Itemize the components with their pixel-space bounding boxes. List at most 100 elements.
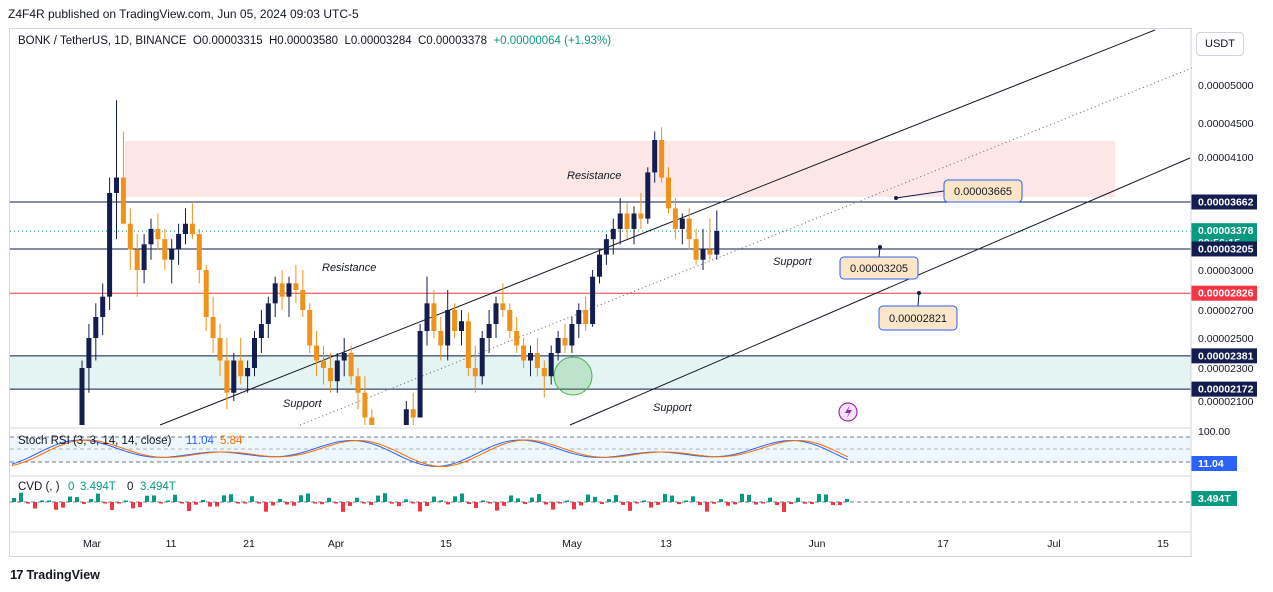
candle-body	[631, 213, 637, 229]
tradingview-brand[interactable]: 17 TradingView	[10, 567, 100, 582]
cvd-bar	[824, 494, 828, 502]
cvd-bar	[649, 502, 653, 508]
cvd-bar	[327, 497, 331, 502]
support-zone	[10, 355, 1191, 389]
callout-anchor-1	[878, 245, 882, 249]
cvd-label: CVD (, )	[18, 481, 60, 493]
candle-body	[245, 368, 251, 377]
callout-anchor-2	[917, 291, 921, 295]
cvd-bar	[145, 495, 149, 502]
cvd-bar	[271, 502, 275, 506]
candle-body	[459, 321, 464, 331]
cvd-bar	[264, 502, 268, 512]
cvd-bar	[110, 502, 114, 510]
cvd-bar	[355, 497, 359, 502]
cvd-bar	[621, 502, 625, 505]
candle-body	[410, 409, 416, 418]
candle-body	[272, 283, 278, 304]
callout-anchor-0	[894, 196, 898, 200]
cvd-bar	[47, 500, 51, 502]
candle-body	[707, 249, 713, 255]
cvd-bar	[222, 495, 226, 502]
candle-body	[569, 324, 575, 346]
candle-body	[224, 360, 230, 393]
cvd-bar	[138, 502, 142, 508]
cvd-bar	[551, 502, 555, 510]
callout-label-1: 0.00003205	[850, 263, 908, 275]
tradingview-logo-icon: 17	[10, 567, 24, 582]
candle-body	[141, 244, 147, 270]
candle-body	[438, 331, 444, 346]
cvd-bar	[747, 494, 751, 502]
candle-body	[348, 353, 354, 377]
candle-body	[638, 213, 644, 219]
channel-upper-line	[159, 29, 1156, 426]
cvd-bar	[292, 502, 296, 506]
cvd-bar	[698, 502, 702, 506]
candle-body	[189, 223, 195, 235]
cvd-bar	[26, 502, 30, 504]
time-tick-label: 15	[440, 538, 452, 550]
cvd-bar	[68, 496, 72, 502]
cvd-bar	[12, 498, 16, 502]
price-tick-label: 0.00002300	[1198, 363, 1254, 375]
candle-body	[583, 310, 589, 324]
currency-button[interactable]: USDT	[1196, 32, 1244, 56]
cvd-bar	[397, 502, 401, 507]
cvd-bar	[313, 502, 317, 504]
candle-body	[176, 234, 182, 250]
time-tick-label: 17	[937, 538, 949, 550]
price-tag-box	[1191, 194, 1257, 210]
candle-body	[307, 310, 313, 346]
cvd-bar	[82, 502, 86, 504]
channel-lower-line	[569, 157, 1191, 426]
candle-body	[652, 140, 658, 173]
legend-close: C0.00003378	[418, 35, 488, 47]
cvd-bar	[845, 498, 849, 502]
candle-body	[238, 360, 244, 377]
cvd-bar	[642, 500, 646, 502]
cvd-bar	[481, 500, 485, 502]
cvd-bar	[761, 502, 765, 504]
candle-body	[327, 368, 333, 382]
candle-body	[590, 276, 596, 324]
cvd-bar	[586, 494, 590, 502]
cvd-bar	[684, 500, 688, 502]
time-tick-label: 13	[660, 538, 672, 550]
price-tag-label: 0.00003662	[1198, 196, 1254, 208]
cvd-bar	[124, 500, 128, 502]
cvd-bar	[75, 497, 79, 502]
candle-body	[534, 353, 540, 368]
candle-body	[169, 249, 175, 260]
candle-body	[576, 310, 582, 324]
candle-body	[279, 283, 285, 297]
candle-body	[203, 270, 209, 317]
candle-body	[314, 345, 320, 361]
cvd-bar	[831, 502, 835, 506]
cvd-bar	[383, 493, 387, 502]
candle-body	[341, 353, 347, 361]
candle-body	[500, 303, 506, 310]
annotation-support-mid: Support	[653, 402, 692, 414]
cvd-bar	[705, 502, 709, 512]
cvd-bar	[579, 502, 583, 506]
symbol-legend[interactable]: BONK / TetherUS, 1D, BINANCE O0.00003315…	[18, 35, 611, 47]
cvd-bar	[600, 502, 604, 504]
price-tag-label: 0.00002826	[1198, 288, 1254, 300]
cvd-bar	[250, 496, 254, 502]
candle-body	[334, 360, 340, 382]
cvd-bar	[782, 502, 786, 512]
candle-body	[369, 417, 375, 425]
cvd-bar	[404, 499, 408, 502]
cvd-bar	[208, 502, 212, 507]
candle-body	[114, 177, 119, 193]
stoch-tick-label: 100.00	[1198, 426, 1230, 438]
cvd-value-3: 0	[127, 481, 133, 493]
candle-body	[555, 338, 561, 353]
price-tag-label: 0.00002381	[1198, 350, 1254, 362]
cvd-bar	[635, 502, 639, 504]
price-tag-label: 0.00003378	[1198, 225, 1254, 237]
candle-body	[528, 353, 533, 361]
cvd-bar	[460, 493, 464, 502]
